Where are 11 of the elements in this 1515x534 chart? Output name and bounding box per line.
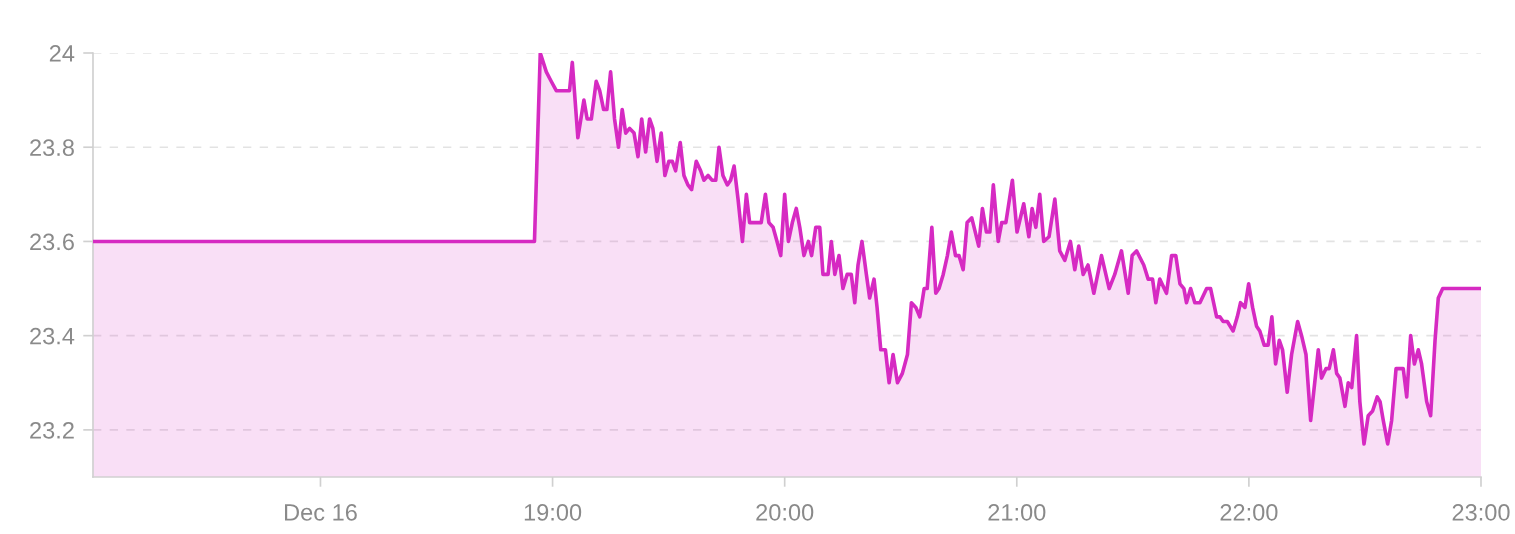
y-tick-label: 23.8 [30, 139, 74, 157]
x-tick-label: 20:00 [756, 504, 814, 521]
x-tick-label: 19:00 [524, 504, 582, 521]
y-tick-label: 23.2 [30, 421, 74, 439]
y-tick-label: 23.6 [30, 233, 74, 251]
y-tick-label: 23.4 [30, 327, 75, 345]
x-tick-label: Dec 16 [285, 504, 357, 521]
x-tick-label: 23:00 [1452, 504, 1510, 521]
y-tick-label: 24 [49, 45, 75, 62]
x-tick-label: 22:00 [1220, 504, 1278, 521]
x-tick-label: 21:00 [988, 504, 1046, 521]
